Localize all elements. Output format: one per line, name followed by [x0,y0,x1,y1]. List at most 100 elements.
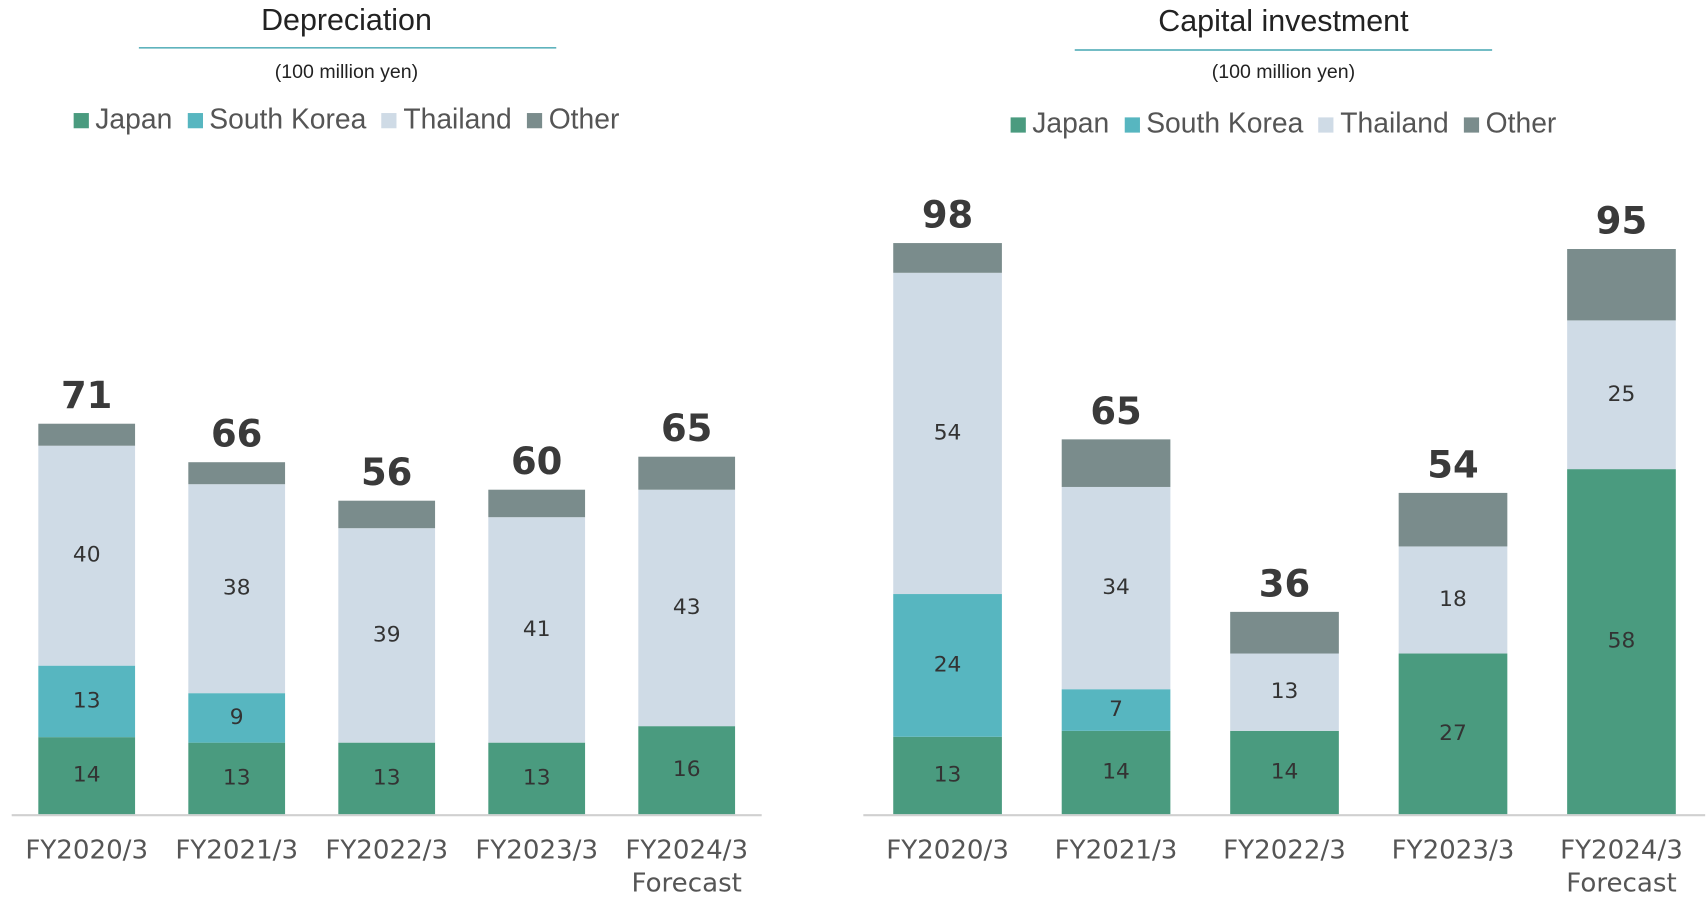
bar-segment [338,500,436,529]
x-tick-label: FY2020/3 [886,834,1009,866]
legend: Japan South Korea Thailand Other [903,107,1664,141]
segment-label: 34 [1102,575,1130,600]
x-tick: FY2024/3 Forecast [1560,834,1683,898]
x-tick: FY2022/3 [325,834,449,866]
bar-segment [38,445,136,666]
bar-segment [38,665,136,738]
bar-segment [638,726,736,815]
legend-box: Japan South Korea Thailand Other [903,107,1664,141]
segment-label: 13 [223,765,251,790]
bar-segment [1567,320,1676,470]
x-tick-label: FY2024/3 Forecast [625,834,749,898]
bar-segment [1061,439,1171,487]
legend-swatch [1010,117,1026,133]
subtitle: (100 million yen) [275,61,418,83]
legend-item: South Korea [187,102,366,136]
bar-segment [338,528,436,743]
legend-label: Thailand [1340,106,1449,140]
total-label: 65 [661,407,712,450]
segment-label: 9 [230,705,244,730]
legend-swatch [1124,117,1140,133]
bar-segment [188,742,286,815]
bar-segment [1567,249,1676,321]
x-tick-label: FY2021/3 [175,834,299,866]
bar-segment [1230,653,1339,731]
segment-label: 27 [1439,721,1467,746]
bar-segment [1398,653,1508,815]
bar-segment [1061,486,1171,690]
legend-swatch [1463,117,1480,133]
x-tick: FY2020/3 [25,834,149,866]
x-tick-label: FY2020/3 [25,834,149,866]
bar-segment [1230,730,1339,815]
legend-box: Japan South Korea Thailand Other [0,102,727,136]
legend-item: Thailand [1318,106,1449,141]
x-tick: FY2021/3 [1054,834,1178,866]
segment-label: 41 [523,617,551,642]
segment-label: 25 [1608,382,1636,407]
legend-label: Japan [95,102,173,135]
total-label: 60 [511,440,562,483]
bar-segment [1061,689,1171,731]
segment-label: 16 [673,757,701,782]
segment-label: 43 [673,595,701,620]
bar-segment [893,736,1002,815]
bar-segment [1567,469,1676,815]
x-tick-label: FY2023/3 [475,834,599,866]
legend-label: Japan [1032,106,1110,140]
bar-segment [893,272,1002,595]
x-tick: FY2021/3 [175,834,299,866]
legend-swatch [73,113,89,129]
bar-segment [1398,546,1508,654]
legend-item: Japan [1010,106,1110,141]
segment-label: 13 [523,765,551,790]
bar-segment [188,462,286,485]
segment-label: 13 [1271,679,1299,704]
legend-item: Thailand [381,102,512,136]
bar-segment [893,243,1002,273]
segment-label: 18 [1439,587,1467,612]
legend-item: Other [1463,106,1557,141]
segment-label: 7 [1109,697,1123,722]
bar-segment [893,594,1002,737]
total-label: 66 [211,413,262,456]
legend: Japan South Korea Thailand Other [0,102,727,136]
legend-label: South Korea [1146,106,1304,140]
legend-item: Japan [73,102,173,136]
segment-label: 58 [1608,629,1636,654]
segment-label: 14 [73,763,101,788]
x-tick-label: FY2024/3 Forecast [1560,834,1683,898]
bar-segment [1398,492,1508,547]
bar-segment [188,693,286,743]
legend-swatch [187,113,203,129]
bar-segment [488,742,586,815]
legend-swatch [381,113,397,129]
bar-segment [38,423,136,446]
segment-label: 13 [73,688,101,713]
x-tick-label: FY2022/3 [325,834,449,866]
total-label: 56 [361,451,412,494]
x-tick-label: FY2021/3 [1054,834,1178,866]
segment-label: 13 [934,762,962,787]
x-tick: FY2022/3 [1223,835,1346,865]
total-label: 36 [1259,562,1310,605]
bar-segment [188,484,286,694]
total-label: 98 [922,193,973,236]
legend-label: Other [548,102,620,135]
x-tick: FY2023/3 [475,834,599,866]
x-tick: FY2024/3 Forecast [625,834,749,898]
legend-item: South Korea [1124,107,1303,141]
bar-segment [338,742,436,815]
legend-label: Other [1485,106,1557,140]
bar-segment [488,517,586,743]
segment-label: 14 [1102,759,1130,784]
segment-label: 54 [934,420,962,445]
bar-segment [1061,730,1171,815]
segment-label: 38 [223,576,251,601]
legend-swatch [1318,117,1334,133]
bar-segment [488,489,586,518]
subtitle: (100 million yen) [1212,61,1355,83]
total-label: 71 [61,374,112,417]
segment-label: 40 [73,543,101,568]
